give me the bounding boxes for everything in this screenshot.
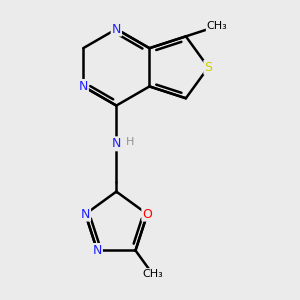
Text: N: N [81,208,90,220]
Text: O: O [142,208,152,220]
Text: N: N [79,80,88,93]
Text: H: H [126,137,135,147]
Text: CH₃: CH₃ [142,269,163,279]
Text: S: S [204,61,212,74]
Text: N: N [112,22,121,36]
Text: N: N [112,137,121,150]
Text: CH₃: CH₃ [206,21,227,31]
Text: N: N [92,244,102,257]
